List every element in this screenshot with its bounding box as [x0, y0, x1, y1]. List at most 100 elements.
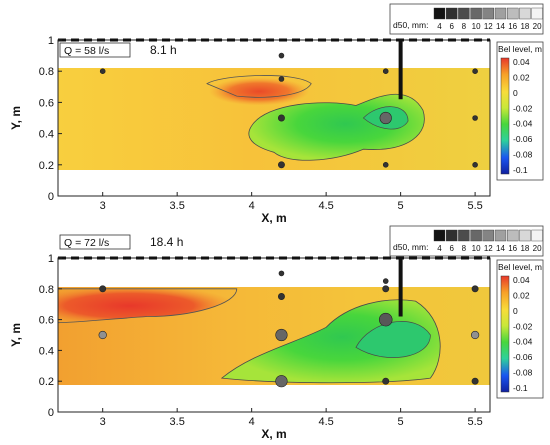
x-tick-label: 5.5: [467, 416, 482, 428]
size-legend-swatch: [531, 7, 543, 20]
colorbar-tick-label: 0.02: [513, 72, 530, 82]
size-legend-swatch: [482, 229, 494, 242]
sampling-point: [277, 114, 285, 122]
y-tick-label: 0.8: [39, 284, 54, 296]
high-bed-region: [57, 288, 238, 324]
y-tick-label: 0.2: [39, 376, 54, 388]
size-legend-value: 20: [533, 22, 542, 31]
y-tick-label: 0.6: [39, 97, 54, 109]
size-legend-swatch: [519, 229, 531, 242]
size-legend-value: 4: [437, 244, 442, 253]
colorbar-tick-label: -0.06: [513, 134, 533, 144]
sampling-point: [275, 375, 288, 388]
size-legend-swatch: [446, 7, 458, 20]
panel-bottom: 3 3.5 4 4.5 5 5.5 0 0.2 0.4 0.6 0.8 1 X, m Y, m Q = 72…: [9, 225, 544, 441]
colorbar-tick-label: -0.02: [513, 321, 533, 331]
discharge-box: [59, 42, 131, 58]
contour-line: [206, 75, 312, 98]
discharge-box: [59, 234, 131, 250]
colorbar-title: Bel level, m: [498, 44, 542, 54]
size-legend-value: 16: [508, 244, 517, 253]
size-legend-swatch: [433, 7, 446, 20]
sampling-point: [277, 161, 285, 169]
size-legend-swatch: [494, 229, 507, 242]
x-tick-label: 4.5: [318, 416, 333, 428]
colorbar-title: Bel level, m: [498, 262, 542, 272]
size-legend-swatch: [494, 7, 507, 20]
size-legend-value: 18: [520, 22, 529, 31]
colorbar-tick-label: -0.02: [513, 103, 533, 113]
x-axis-label: X, m: [261, 211, 286, 225]
size-legend-value: 14: [496, 244, 505, 253]
x-tick-label: 5.5: [467, 200, 482, 212]
sampling-point: [472, 162, 478, 168]
size-legend-value: 14: [496, 22, 505, 31]
sampling-point: [382, 377, 390, 385]
y-tick-label: 1: [48, 253, 54, 265]
sampling-point: [382, 278, 389, 284]
size-legend-value: 6: [449, 244, 454, 253]
sampling-point: [278, 76, 285, 82]
size-legend-value: 20: [533, 244, 542, 253]
sampling-point: [99, 285, 107, 293]
size-legend-swatch: [446, 229, 458, 242]
sampling-point: [98, 330, 107, 340]
size-legend-value: 8: [462, 22, 467, 31]
colorbar-tick-label: -0.04: [513, 337, 533, 347]
time-label: 8.1 h: [150, 43, 177, 57]
colorbar-tick-label: 0.02: [513, 290, 530, 300]
size-legend-value: 6: [449, 22, 454, 31]
x-axis-label: X, m: [261, 427, 286, 440]
y-tick-label: 0.6: [39, 315, 54, 327]
y-tick-label: 0.8: [39, 66, 54, 78]
size-legend-title: d50, mm:: [393, 242, 428, 252]
size-legend-value: 8: [462, 244, 467, 253]
sampling-point: [382, 68, 389, 74]
sampling-point: [378, 312, 393, 327]
x-tick-label: 4: [249, 200, 255, 212]
size-legend-swatch: [458, 7, 470, 20]
size-legend-swatch: [470, 229, 482, 242]
sampling-point: [382, 285, 390, 293]
size-legend-swatch: [458, 229, 470, 242]
y-tick-label: 0.4: [39, 345, 54, 357]
size-legend-swatch: [433, 229, 446, 242]
x-tick-label: 4: [249, 416, 255, 428]
sampling-point: [471, 285, 479, 293]
size-legend-value: 10: [472, 244, 481, 253]
sampling-point: [472, 115, 478, 121]
y-tick-label: 1: [48, 35, 54, 47]
deep-scour-region: [355, 321, 431, 358]
size-legend-swatch: [531, 229, 543, 242]
x-tick-label: 5: [398, 200, 404, 212]
sampling-point: [278, 52, 285, 59]
size-legend-value: 12: [484, 244, 493, 253]
size-legend-swatch: [507, 7, 519, 20]
size-legend-value: 12: [484, 22, 493, 31]
y-tick-label: 0: [48, 407, 54, 419]
colorbar-tick-label: 0: [513, 88, 518, 98]
colorbar-tick-label: -0.08: [513, 368, 533, 378]
discharge-label: Q = 72 l/s: [64, 237, 109, 249]
x-tick-label: 3.5: [170, 416, 185, 428]
x-tick-label: 3.5: [170, 200, 185, 212]
sampling-point: [379, 111, 392, 125]
colorbar-tick-label: 0.04: [513, 57, 530, 67]
colorbar-gradient: [500, 57, 510, 175]
size-legend-swatch: [482, 7, 494, 20]
size-legend-title: d50, mm:: [393, 20, 428, 30]
sampling-point: [278, 270, 285, 277]
sampling-point: [277, 293, 285, 300]
colorbar-tick-label: -0.06: [513, 352, 533, 362]
sampling-point: [470, 330, 480, 340]
sampling-point: [275, 328, 288, 342]
colorbar-tick-label: 0: [513, 306, 518, 316]
x-tick-label: 4.5: [318, 200, 333, 212]
size-legend-value: 18: [520, 244, 529, 253]
size-legend-value: 4: [437, 22, 442, 31]
colorbar-gradient: [500, 275, 510, 393]
colorbar-tick-label: 0.04: [513, 275, 530, 285]
high-bed-region: [209, 77, 310, 106]
